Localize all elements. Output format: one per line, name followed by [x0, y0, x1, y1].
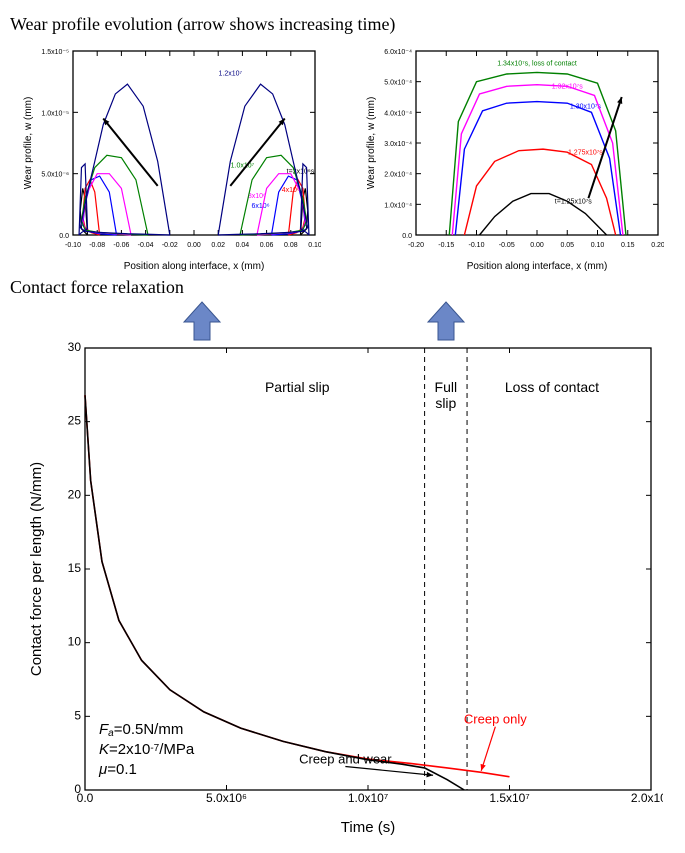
svg-text:1.275x10⁷s: 1.275x10⁷s: [568, 149, 603, 156]
svg-text:t=1.25x10⁷s: t=1.25x10⁷s: [555, 198, 592, 205]
wear-profile-right-chart: -0.20 -0.15 -0.10 -0.05 0.00 0.05 0.10 0.15 0.20…: [364, 43, 664, 273]
svg-text:4x10⁶: 4x10⁶: [282, 187, 300, 194]
svg-text:0.20: 0.20: [651, 242, 664, 249]
svg-text:0.05: 0.05: [560, 242, 574, 249]
svg-text:-0.15: -0.15: [438, 242, 454, 249]
svg-text:-0.10: -0.10: [65, 242, 81, 249]
svg-text:Loss of contact: Loss of contact: [504, 379, 598, 395]
svg-text:8x10⁶: 8x10⁶: [248, 193, 266, 200]
svg-text:0.08: 0.08: [284, 242, 298, 249]
svg-text:0.02: 0.02: [212, 242, 226, 249]
svg-text:-0.10: -0.10: [468, 242, 484, 249]
svg-text:1.32x10⁷s: 1.32x10⁷s: [552, 83, 583, 90]
svg-text:-0.06: -0.06: [114, 242, 130, 249]
svg-text:5.0x10⁻⁶: 5.0x10⁻⁶: [42, 172, 70, 179]
svg-text:Wear profile, w (mm): Wear profile, w (mm): [23, 97, 34, 190]
svg-text:Time (s): Time (s): [340, 819, 394, 836]
wear-profile-title: Wear profile evolution (arrow shows incr…: [10, 14, 675, 35]
svg-text:10: 10: [67, 635, 81, 649]
svg-text:4.0x10⁻⁴: 4.0x10⁻⁴: [384, 110, 412, 117]
top-charts-row: -0.10 -0.08 -0.06 -0.04 -0.02 0.00 0.02 0.04 0.0…: [10, 43, 675, 273]
svg-text:1.2x10⁷: 1.2x10⁷: [219, 71, 243, 78]
svg-text:1.5x10⁷: 1.5x10⁷: [489, 791, 529, 805]
svg-text:-0.02: -0.02: [162, 242, 178, 249]
svg-text:Partial slip: Partial slip: [264, 379, 329, 395]
svg-text:0.06: 0.06: [260, 242, 274, 249]
svg-text:0.00: 0.00: [530, 242, 544, 249]
svg-text:-0.20: -0.20: [408, 242, 424, 249]
svg-text:6x10⁶: 6x10⁶: [252, 203, 270, 210]
svg-text:0.04: 0.04: [236, 242, 250, 249]
svg-text:5: 5: [74, 708, 81, 722]
svg-text:μ=0.1: μ=0.1: [98, 761, 137, 778]
svg-text:1.5x10⁻⁵: 1.5x10⁻⁵: [42, 49, 70, 56]
svg-text:Position along interface, x (m: Position along interface, x (mm): [124, 261, 265, 272]
svg-text:Creep only: Creep only: [463, 712, 526, 727]
svg-text:1.34x10⁷s, loss of contact: 1.34x10⁷s, loss of contact: [497, 60, 577, 67]
svg-text:0.15: 0.15: [621, 242, 635, 249]
svg-text:1.0x10⁷: 1.0x10⁷: [347, 791, 387, 805]
svg-text:1.0x10⁻⁵: 1.0x10⁻⁵: [42, 110, 70, 117]
svg-text:K=2x10-7/MPa: K=2x10-7/MPa: [99, 741, 195, 758]
svg-text:0: 0: [74, 782, 81, 796]
svg-text:-0.08: -0.08: [89, 242, 105, 249]
svg-text:15: 15: [67, 561, 81, 575]
svg-text:1.0x10⁻⁴: 1.0x10⁻⁴: [384, 202, 412, 209]
contact-relax-title: Contact force relaxation: [10, 277, 675, 298]
svg-text:0.10: 0.10: [590, 242, 604, 249]
svg-text:20: 20: [67, 487, 81, 501]
svg-text:Contact force per length (N/mm: Contact force per length (N/mm): [28, 462, 45, 676]
svg-text:6.0x10⁻⁴: 6.0x10⁻⁴: [384, 49, 412, 56]
svg-text:Position along interface, x (m: Position along interface, x (mm): [466, 261, 607, 272]
svg-text:5.0x10⁻⁴: 5.0x10⁻⁴: [384, 80, 412, 87]
svg-text:slip: slip: [435, 395, 456, 411]
svg-text:0.0: 0.0: [60, 233, 70, 240]
svg-text:30: 30: [67, 340, 81, 354]
svg-text:-0.04: -0.04: [138, 242, 154, 249]
svg-text:1.0x10⁷: 1.0x10⁷: [231, 163, 255, 170]
svg-text:25: 25: [67, 414, 81, 428]
svg-text:0.0: 0.0: [402, 233, 412, 240]
svg-text:2.0x10⁻⁴: 2.0x10⁻⁴: [384, 172, 412, 179]
svg-text:Creep and wear: Creep and wear: [299, 751, 392, 766]
svg-text:1.30x10⁷s: 1.30x10⁷s: [570, 103, 601, 110]
svg-text:-0.05: -0.05: [499, 242, 515, 249]
svg-text:Full: Full: [434, 379, 457, 395]
svg-text:0.10: 0.10: [308, 242, 321, 249]
svg-text:0.00: 0.00: [187, 242, 201, 249]
svg-text:3.0x10⁻⁴: 3.0x10⁻⁴: [384, 141, 412, 148]
wear-profile-left-chart: -0.10 -0.08 -0.06 -0.04 -0.02 0.00 0.02 0.04 0.0…: [21, 43, 321, 273]
svg-text:2.0x10⁷: 2.0x10⁷: [630, 791, 662, 805]
svg-text:Wear profile, w (mm): Wear profile, w (mm): [366, 97, 377, 190]
contact-force-chart: 0.05.0x10⁶1.0x10⁷1.5x10⁷2.0x10⁷051015202…: [23, 336, 663, 836]
svg-text:5.0x10⁶: 5.0x10⁶: [206, 791, 247, 805]
